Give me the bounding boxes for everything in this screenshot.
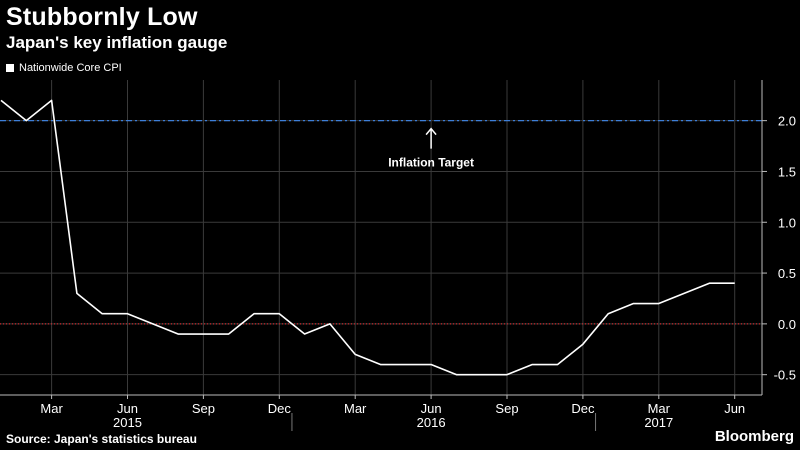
y-tick-label: 0.5 xyxy=(778,266,796,281)
x-tick-label: Mar xyxy=(344,401,367,416)
series-line xyxy=(0,99,735,376)
annotation-label: Inflation Target xyxy=(388,156,474,170)
x-tick-label: Jun xyxy=(421,401,442,416)
y-tick-label: 1.0 xyxy=(778,215,796,230)
x-tick-label: Sep xyxy=(495,401,518,416)
y-tick-label: 1.5 xyxy=(778,164,796,179)
x-tick-label: Sep xyxy=(192,401,215,416)
chart-title: Stubbornly Low xyxy=(6,3,198,31)
legend: Nationwide Core CPI xyxy=(6,62,122,74)
y-tick-label: 0.0 xyxy=(778,317,796,332)
source-note: Source: Japan's statistics bureau xyxy=(6,432,197,446)
legend-swatch xyxy=(6,64,14,72)
brand-logo: Bloomberg xyxy=(714,428,794,445)
y-tick-label: 2.0 xyxy=(778,114,796,129)
x-tick-label: Mar xyxy=(648,401,671,416)
year-label: 2016 xyxy=(417,415,446,430)
x-tick-label: Mar xyxy=(40,401,63,416)
annotation-arrowhead xyxy=(425,127,437,136)
x-tick-label: Jun xyxy=(724,401,745,416)
y-tick-label: -0.5 xyxy=(774,368,796,383)
legend-label: Nationwide Core CPI xyxy=(19,62,122,74)
year-label: 2017 xyxy=(644,415,673,430)
x-tick-label: Dec xyxy=(268,401,292,416)
chart-subtitle: Japan's key inflation gauge xyxy=(6,33,228,52)
x-tick-label: Dec xyxy=(571,401,595,416)
year-label: 2015 xyxy=(113,415,142,430)
x-tick-label: Jun xyxy=(117,401,138,416)
